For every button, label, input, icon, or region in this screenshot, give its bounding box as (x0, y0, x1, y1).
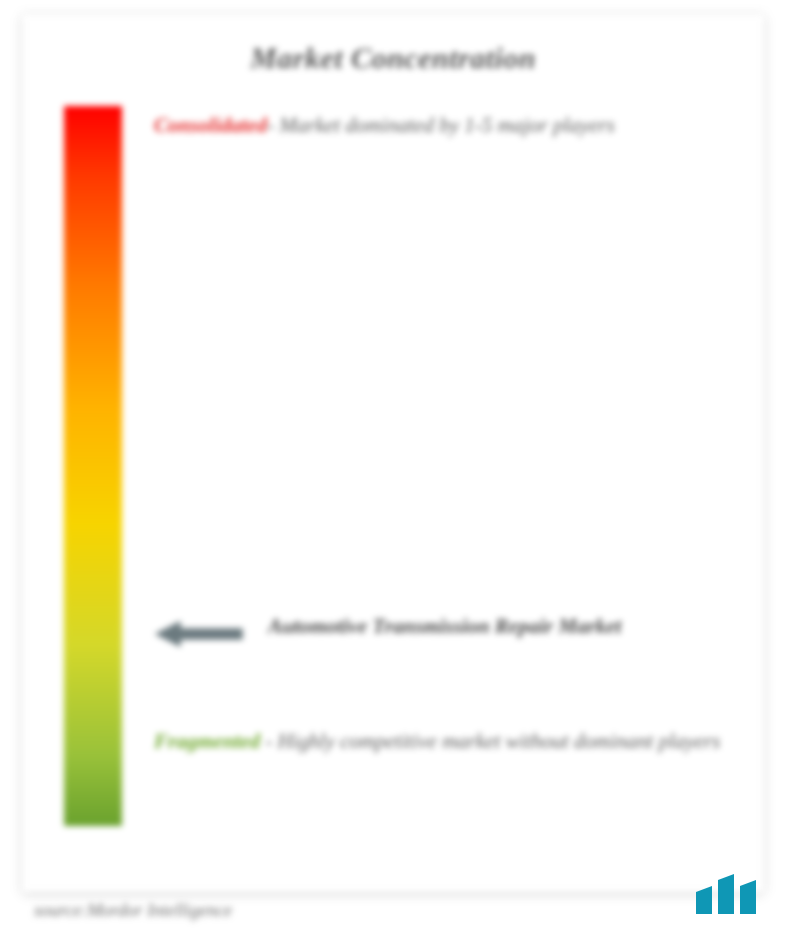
consolidated-description: Consolidated- Market dominated by 1-5 ma… (154, 106, 722, 146)
market-concentration-card: Market Concentration Consolidated- Marke… (22, 14, 764, 892)
fragmented-keyword: Fragmented (154, 729, 260, 753)
fragmented-description: Fragmented - Highly competitive market w… (154, 722, 722, 762)
mordor-logo (692, 868, 764, 921)
chart-title: Market Concentration (64, 42, 722, 76)
market-position-label: Automotive Transmission Repair Market (268, 611, 621, 643)
market-position-marker: Automotive Transmission Repair Market (154, 611, 722, 656)
source-attribution: source:Mordor Intelligence (34, 900, 232, 921)
left-arrow-icon (154, 617, 246, 651)
fragmented-rest: - Highly competitive market without domi… (260, 729, 720, 753)
content-row: Consolidated- Market dominated by 1-5 ma… (64, 106, 722, 826)
consolidated-rest: - Market dominated by 1-5 major players (267, 113, 615, 137)
marker-arrow-wrap (154, 611, 246, 656)
text-column: Consolidated- Market dominated by 1-5 ma… (154, 106, 722, 826)
gradient-scale-column (64, 106, 122, 826)
concentration-gradient-bar (64, 106, 122, 826)
consolidated-keyword: Consolidated (154, 113, 267, 137)
